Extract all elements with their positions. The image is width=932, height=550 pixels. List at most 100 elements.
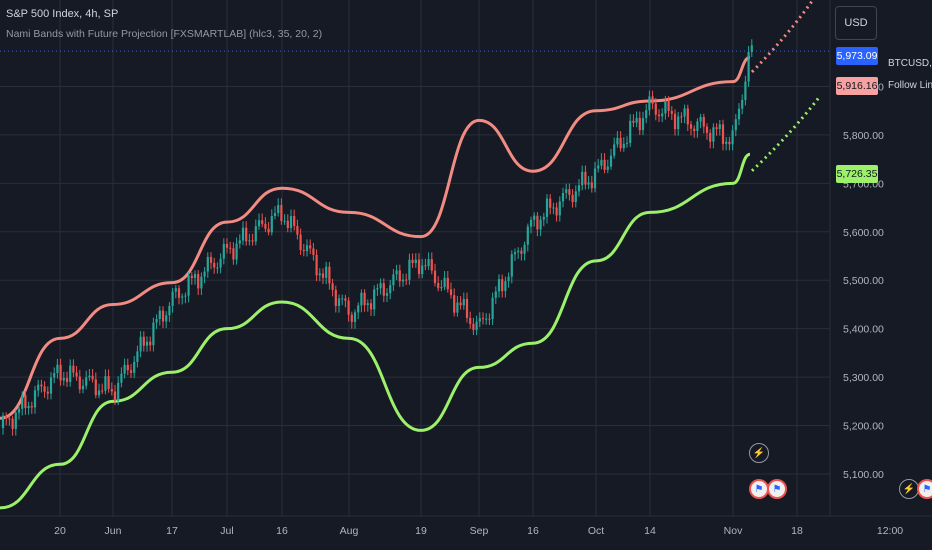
candle-body: [382, 283, 385, 296]
candle-body: [14, 412, 17, 429]
candle-body: [203, 271, 206, 277]
candle-body: [453, 295, 456, 313]
candle-body: [712, 127, 715, 142]
candle-body: [529, 219, 533, 227]
candle-body: [686, 108, 689, 125]
candle-body: [254, 226, 257, 242]
candle-body: [683, 108, 686, 117]
candle-body: [472, 323, 475, 330]
candle-body: [705, 126, 709, 133]
candle-body: [69, 365, 72, 382]
candle-body: [593, 168, 597, 189]
candle-body: [526, 226, 529, 245]
lightning-icon[interactable]: ⚡: [749, 443, 769, 463]
candle-body: [677, 116, 680, 130]
price-tick-label: 5,500.00: [843, 275, 884, 287]
grid: [0, 0, 932, 517]
candle-body: [245, 227, 248, 242]
candle-body: [187, 275, 190, 296]
candle-body: [699, 116, 702, 122]
side-label-follow-line[interactable]: Follow Line S: [888, 80, 932, 91]
candle-body: [344, 298, 347, 301]
candle-body: [85, 377, 88, 386]
candle-body: [648, 96, 651, 111]
candle-body: [30, 406, 33, 408]
candle-body: [59, 364, 62, 381]
candle-body: [238, 240, 241, 244]
candle-body: [33, 390, 37, 408]
price-axis: 5,100.00 5,200.00 5,300.00 5,400.00 5,500.00…: [843, 81, 884, 481]
candle-body: [424, 265, 427, 267]
candle-body: [395, 270, 398, 275]
candle-body: [273, 213, 277, 217]
time-tick-label: Jul: [220, 525, 233, 537]
candle-body: [693, 128, 696, 132]
candle-body: [456, 302, 459, 313]
candle-body: [459, 302, 462, 306]
candle-body: [478, 318, 481, 322]
candle-body: [158, 310, 161, 320]
time-axis: 20 Jun 17 Jul 16 Aug 19 Sep 16 Oct 14 Nov 18 12:00: [54, 525, 903, 537]
candle-body: [657, 114, 661, 117]
candle-body: [366, 303, 369, 306]
candle-body: [581, 171, 584, 186]
candle-body: [673, 113, 677, 130]
chart-title[interactable]: S&P 500 Index, 4h, SP: [6, 8, 119, 20]
time-tick-label: 17: [166, 525, 178, 537]
candle-body: [561, 192, 565, 202]
side-label-btcusd[interactable]: BTCUSD, 15,: [888, 58, 932, 69]
candle-body: [443, 277, 446, 288]
candle-body: [475, 321, 478, 330]
candle-body: [334, 289, 337, 306]
candle-body: [606, 166, 609, 170]
candle-body: [725, 141, 728, 144]
candle-body: [376, 288, 379, 290]
bands: [0, 55, 751, 510]
candle-body: [741, 99, 744, 109]
candle-body: [523, 244, 526, 254]
us-flag-icon[interactable]: ⚑: [749, 479, 769, 499]
candle-body: [11, 418, 14, 429]
upper-projection-line: [750, 0, 815, 73]
candle-body: [520, 250, 523, 254]
indicator-label[interactable]: Nami Bands with Future Projection [FXSMA…: [6, 28, 323, 40]
candle-body: [101, 390, 104, 392]
candle-body: [389, 285, 392, 294]
candle-body: [485, 318, 488, 320]
candle-body: [481, 318, 485, 320]
candle-body: [616, 137, 619, 145]
price-tick-label: 5,400.00: [843, 324, 884, 336]
candle-body: [549, 198, 552, 208]
candle-body: [488, 318, 491, 320]
currency-button[interactable]: USD: [835, 6, 877, 40]
candle-body: [113, 391, 117, 401]
candle-body: [235, 243, 238, 260]
time-tick-label: 16: [276, 525, 288, 537]
candle-body: [385, 293, 389, 296]
candle-body: [261, 220, 264, 224]
candle-body: [264, 223, 267, 229]
candle-body: [734, 119, 737, 131]
candle-body: [206, 256, 209, 272]
candle-body: [379, 283, 382, 289]
candle-body: [1, 415, 5, 428]
candle-body: [229, 247, 232, 249]
candle-body: [369, 303, 373, 310]
candle-body: [405, 279, 408, 281]
us-flag-icon[interactable]: ⚑: [767, 479, 787, 499]
candle-body: [184, 295, 187, 297]
lightning-icon[interactable]: ⚡: [899, 479, 919, 499]
candle-body: [181, 296, 184, 298]
candle-body: [53, 373, 56, 378]
candle-body: [8, 418, 11, 420]
candle-body: [37, 384, 40, 391]
candle-body: [513, 252, 517, 255]
candle-body: [619, 137, 622, 149]
candle-body: [72, 365, 75, 373]
candle-body: [241, 227, 245, 241]
candle-body: [360, 292, 363, 306]
candle-body: [149, 341, 152, 346]
candle-body: [177, 288, 181, 298]
us-flag-icon[interactable]: ⚑: [917, 479, 932, 499]
